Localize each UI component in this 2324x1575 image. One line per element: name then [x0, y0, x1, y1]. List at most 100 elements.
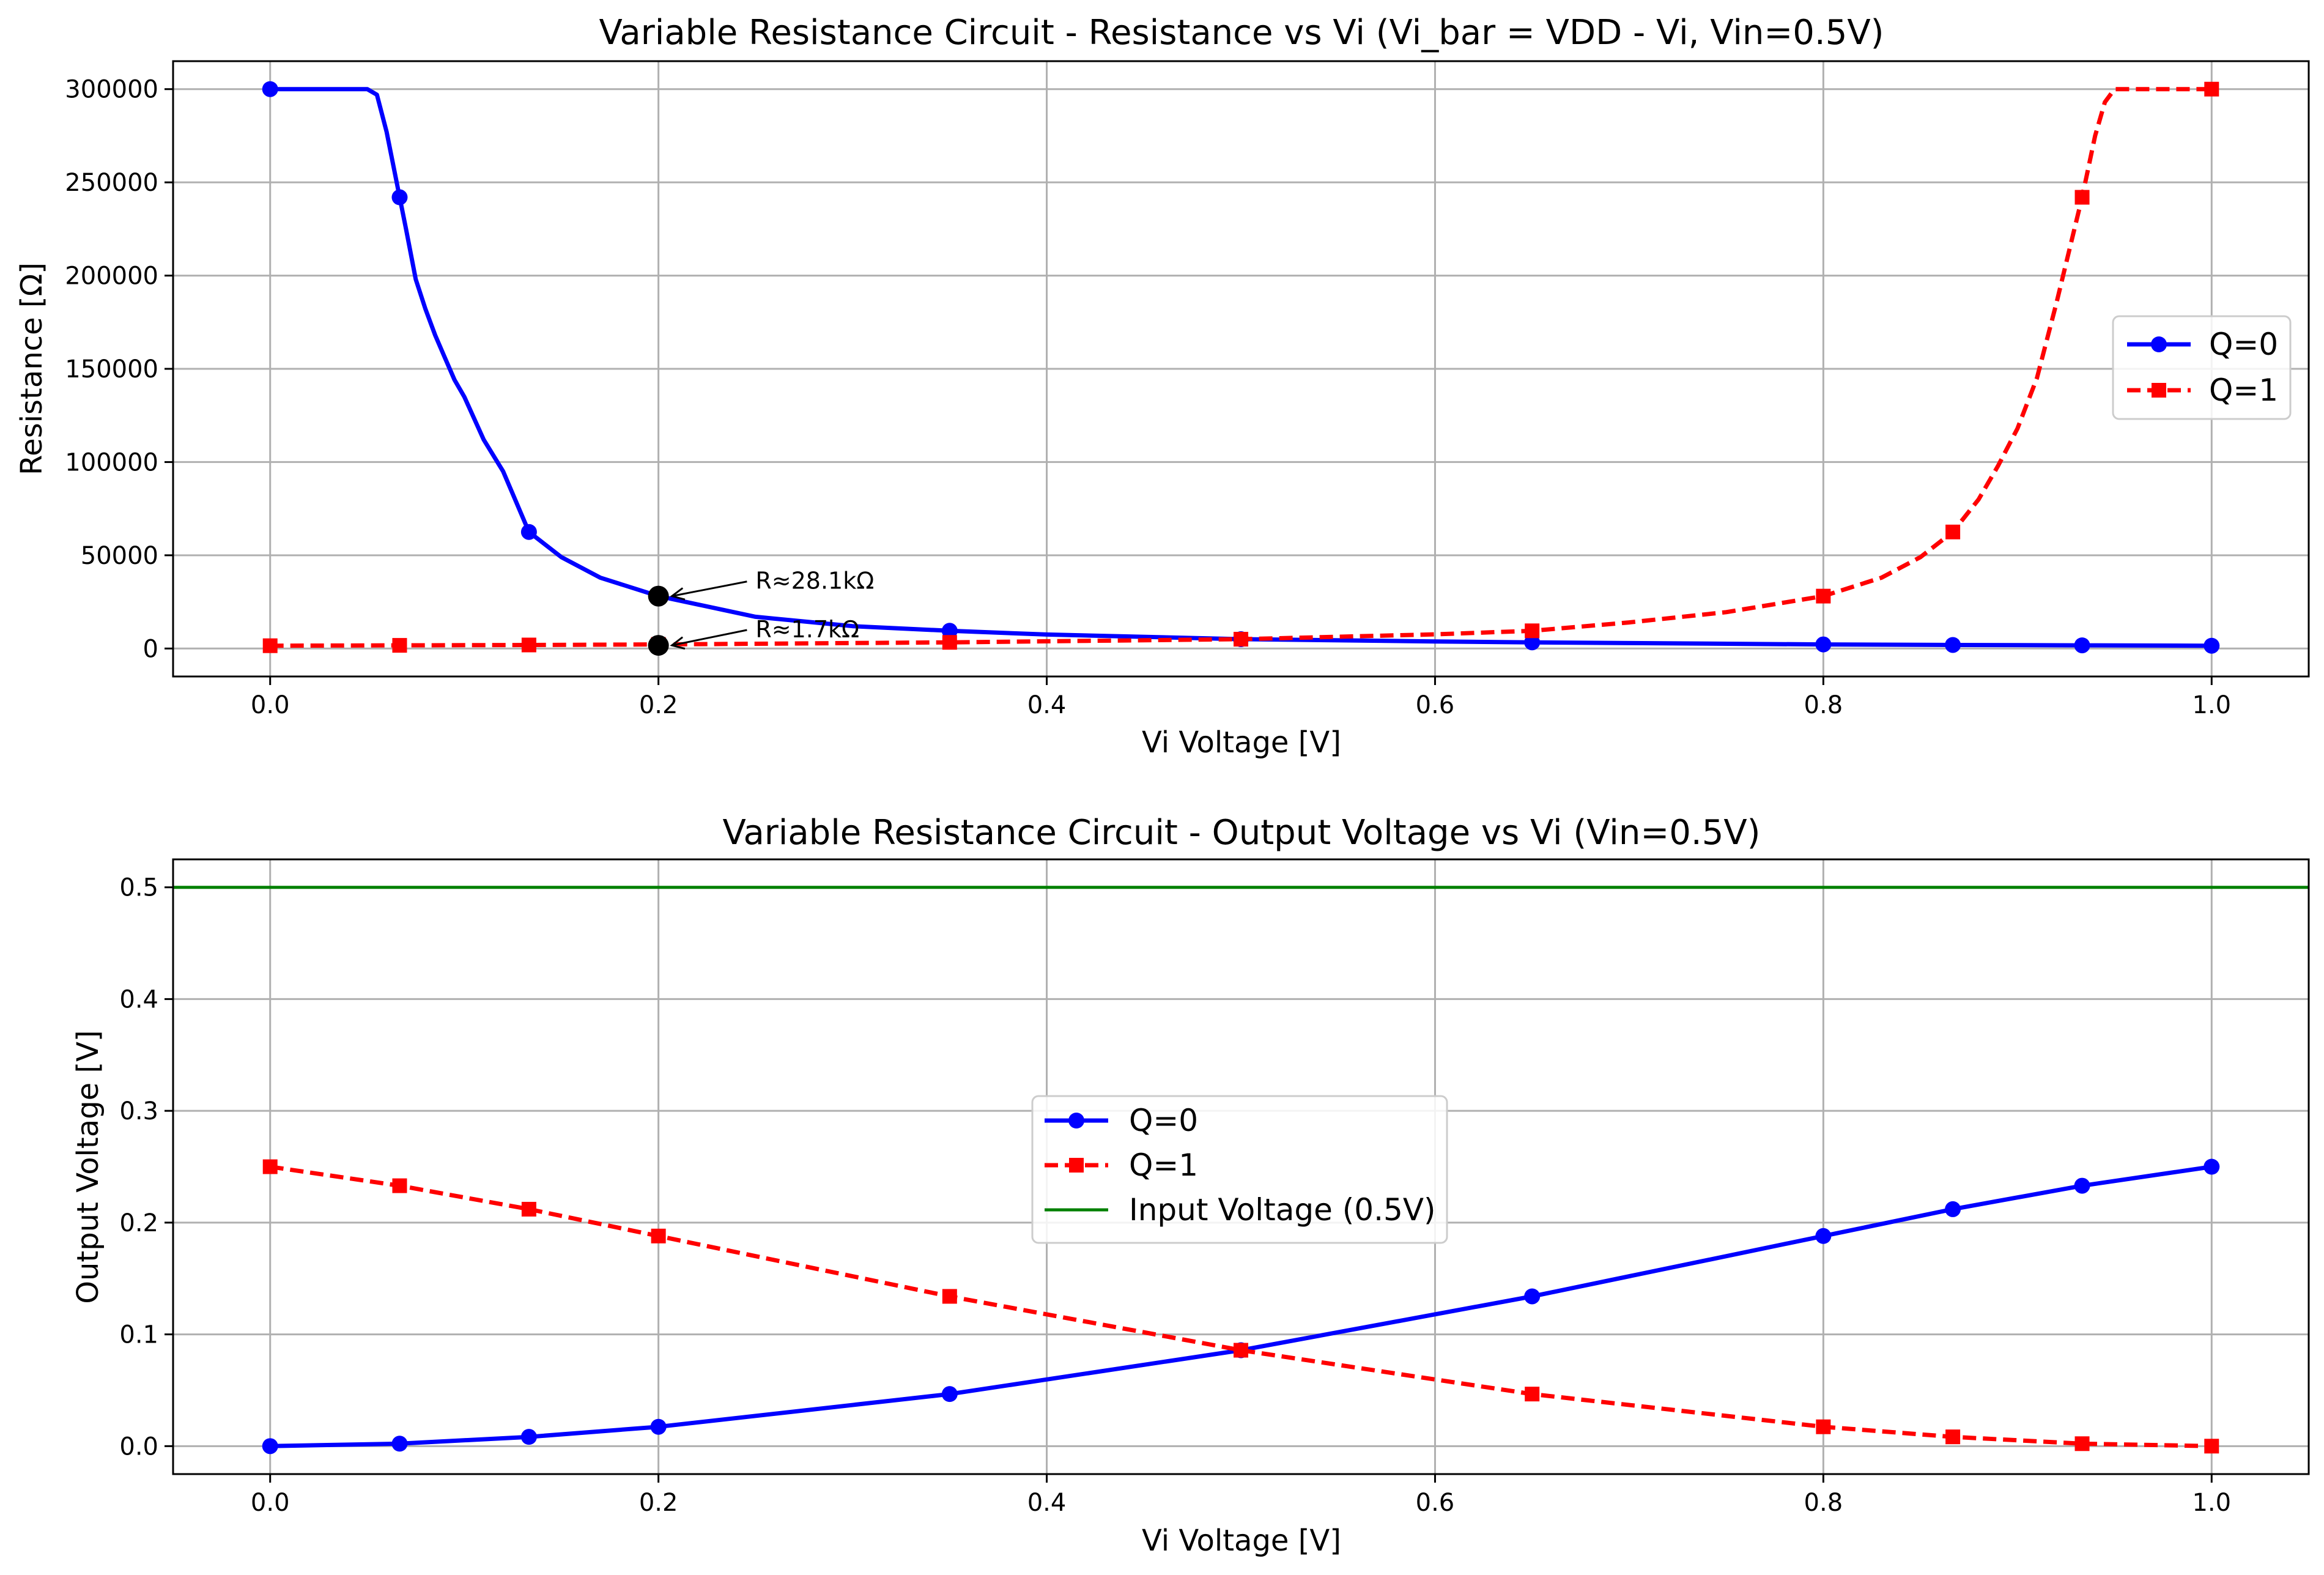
data-point-q-1 [1525, 1387, 1540, 1402]
data-point-q-1 [1816, 1419, 1831, 1434]
chart-title: Variable Resistance Circuit - Resistance… [599, 13, 1884, 53]
data-point-q-1 [1234, 1343, 1248, 1358]
grid [173, 61, 2309, 676]
legend: Q=0 Q=1 [2112, 315, 2292, 420]
data-point-q-0 [1815, 636, 1832, 653]
annotation-point [648, 635, 669, 656]
annotation-point [648, 585, 669, 607]
legend-label-q0: Q=0 [2209, 327, 2278, 362]
plot-frame [172, 858, 2310, 1475]
legend-label-q1: Q=1 [2209, 372, 2278, 408]
data-point-q-1 [262, 638, 278, 653]
data-point-q-0 [941, 1386, 958, 1403]
data-point-q-0 [520, 1429, 537, 1445]
subplot-output-voltage: Variable Resistance Circuit - Output Vol… [71, 813, 2310, 1558]
annotation-label: R≈28.1kΩ [755, 568, 874, 595]
subplot-resistance: Variable Resistance Circuit - Resistance… [15, 13, 2310, 760]
x-tick-label: 0.4 [1027, 691, 1067, 719]
legend-entry-q1: Q=1 [2127, 372, 2278, 408]
annotation-label: R≈1.7kΩ [755, 616, 859, 643]
x-tick-label: 1.0 [2192, 691, 2231, 719]
y-tick-label: 0.1 [119, 1321, 158, 1349]
y-tick-label: 200000 [65, 262, 158, 291]
legend-label-input-voltage: Input Voltage (0.5V) [1129, 1192, 1436, 1228]
data-point-q-1 [1234, 632, 1248, 647]
x-tick-label: 0.4 [1027, 1489, 1067, 1517]
y-tick-label: 150000 [65, 355, 158, 384]
x-tick-label: 0.2 [639, 1489, 678, 1517]
data-point-q-1 [942, 635, 957, 650]
x-tick-label: 0.0 [251, 1489, 290, 1517]
data-point-q-0 [1524, 634, 1541, 651]
x-tick-label: 0.8 [1804, 1489, 1843, 1517]
x-tick-label: 0.2 [639, 691, 678, 719]
x-tick-label: 0.6 [1416, 691, 1455, 719]
data-point-q-0 [1524, 1288, 1541, 1305]
data-point-q-1 [942, 1289, 957, 1304]
legend-marker-q0 [1068, 1113, 1084, 1128]
data-point-q-0 [1945, 1201, 1961, 1217]
data-point-q-0 [650, 1418, 667, 1435]
data-point-q-0 [1945, 637, 1961, 653]
series-group [262, 81, 2220, 654]
data-point-q-1 [1945, 1429, 1961, 1445]
tick-group: 0.0 0.2 0.4 0.6 0.8 1.0 0 50000 100000 150000 2000… [65, 76, 2231, 719]
y-tick-label: 0.2 [119, 1209, 158, 1237]
annotation-group: R≈28.1kΩ R≈1.7kΩ [648, 568, 874, 656]
data-point-q-1 [521, 1201, 536, 1217]
legend-label-q1: Q=1 [1129, 1147, 1198, 1183]
legend-entry-q1: Q=1 [1045, 1147, 1198, 1183]
data-point-q-1 [1525, 623, 1540, 639]
y-tick-label: 300000 [65, 76, 158, 104]
y-tick-label: 100000 [65, 448, 158, 476]
annotation-arrow [672, 580, 747, 598]
legend-marker-q1 [1069, 1158, 1084, 1173]
y-tick-label: 0.3 [119, 1097, 158, 1125]
data-point-q-1 [1945, 524, 1961, 539]
series-line-q-1 [270, 87, 2212, 648]
y-tick-label: 0 [143, 635, 158, 663]
series-line-q-1 [270, 1165, 2212, 1448]
chart-title: Variable Resistance Circuit - Output Vol… [722, 813, 1760, 853]
y-tick-label: 50000 [81, 542, 158, 570]
data-point-q-0 [262, 1438, 278, 1455]
data-point-q-0 [2204, 1158, 2220, 1175]
legend-entry-q0: Q=0 [2127, 327, 2278, 362]
x-tick-label: 1.0 [2192, 1489, 2231, 1517]
data-point-q-1 [651, 1228, 666, 1243]
legend-entry-input-voltage: Input Voltage (0.5V) [1045, 1192, 1436, 1228]
x-axis-label: Vi Voltage [V] [1142, 725, 1341, 760]
annotation-arrowhead [670, 636, 686, 650]
y-tick-label: 0.4 [119, 985, 158, 1014]
y-tick-label: 0.0 [119, 1432, 158, 1461]
data-point-q-0 [262, 81, 278, 97]
data-point-q-0 [391, 189, 408, 206]
legend-label-q0: Q=0 [1129, 1103, 1198, 1138]
legend: Q=0 Q=1 Input Voltage (0.5V) [1031, 1095, 1448, 1244]
x-axis-label: Vi Voltage [V] [1142, 1524, 1341, 1558]
x-tick-label: 0.0 [251, 691, 290, 719]
y-axis-label: Output Voltage [V] [71, 1030, 105, 1304]
data-point-q-1 [392, 638, 407, 653]
legend-entry-q0: Q=0 [1045, 1103, 1198, 1138]
data-point-q-1 [2204, 81, 2219, 97]
legend-marker-q1 [2152, 383, 2166, 398]
data-point-q-0 [391, 1436, 408, 1452]
y-tick-label: 0.5 [119, 874, 158, 902]
y-axis-label: Resistance [Ω] [15, 262, 49, 475]
data-point-q-1 [521, 637, 536, 653]
data-point-q-1 [262, 1159, 278, 1174]
legend-marker-q0 [2151, 336, 2167, 352]
data-point-q-0 [1815, 1228, 1832, 1244]
series-group [173, 886, 2309, 1455]
data-point-q-0 [2074, 1177, 2090, 1194]
annotation-arrowhead [670, 587, 686, 601]
data-point-q-0 [941, 623, 958, 639]
data-point-q-0 [2074, 637, 2090, 654]
data-point-q-0 [2204, 637, 2220, 654]
x-tick-label: 0.8 [1804, 691, 1843, 719]
data-point-q-1 [2074, 1436, 2090, 1451]
data-point-q-1 [2074, 190, 2090, 205]
annotation-arrow [672, 629, 747, 647]
